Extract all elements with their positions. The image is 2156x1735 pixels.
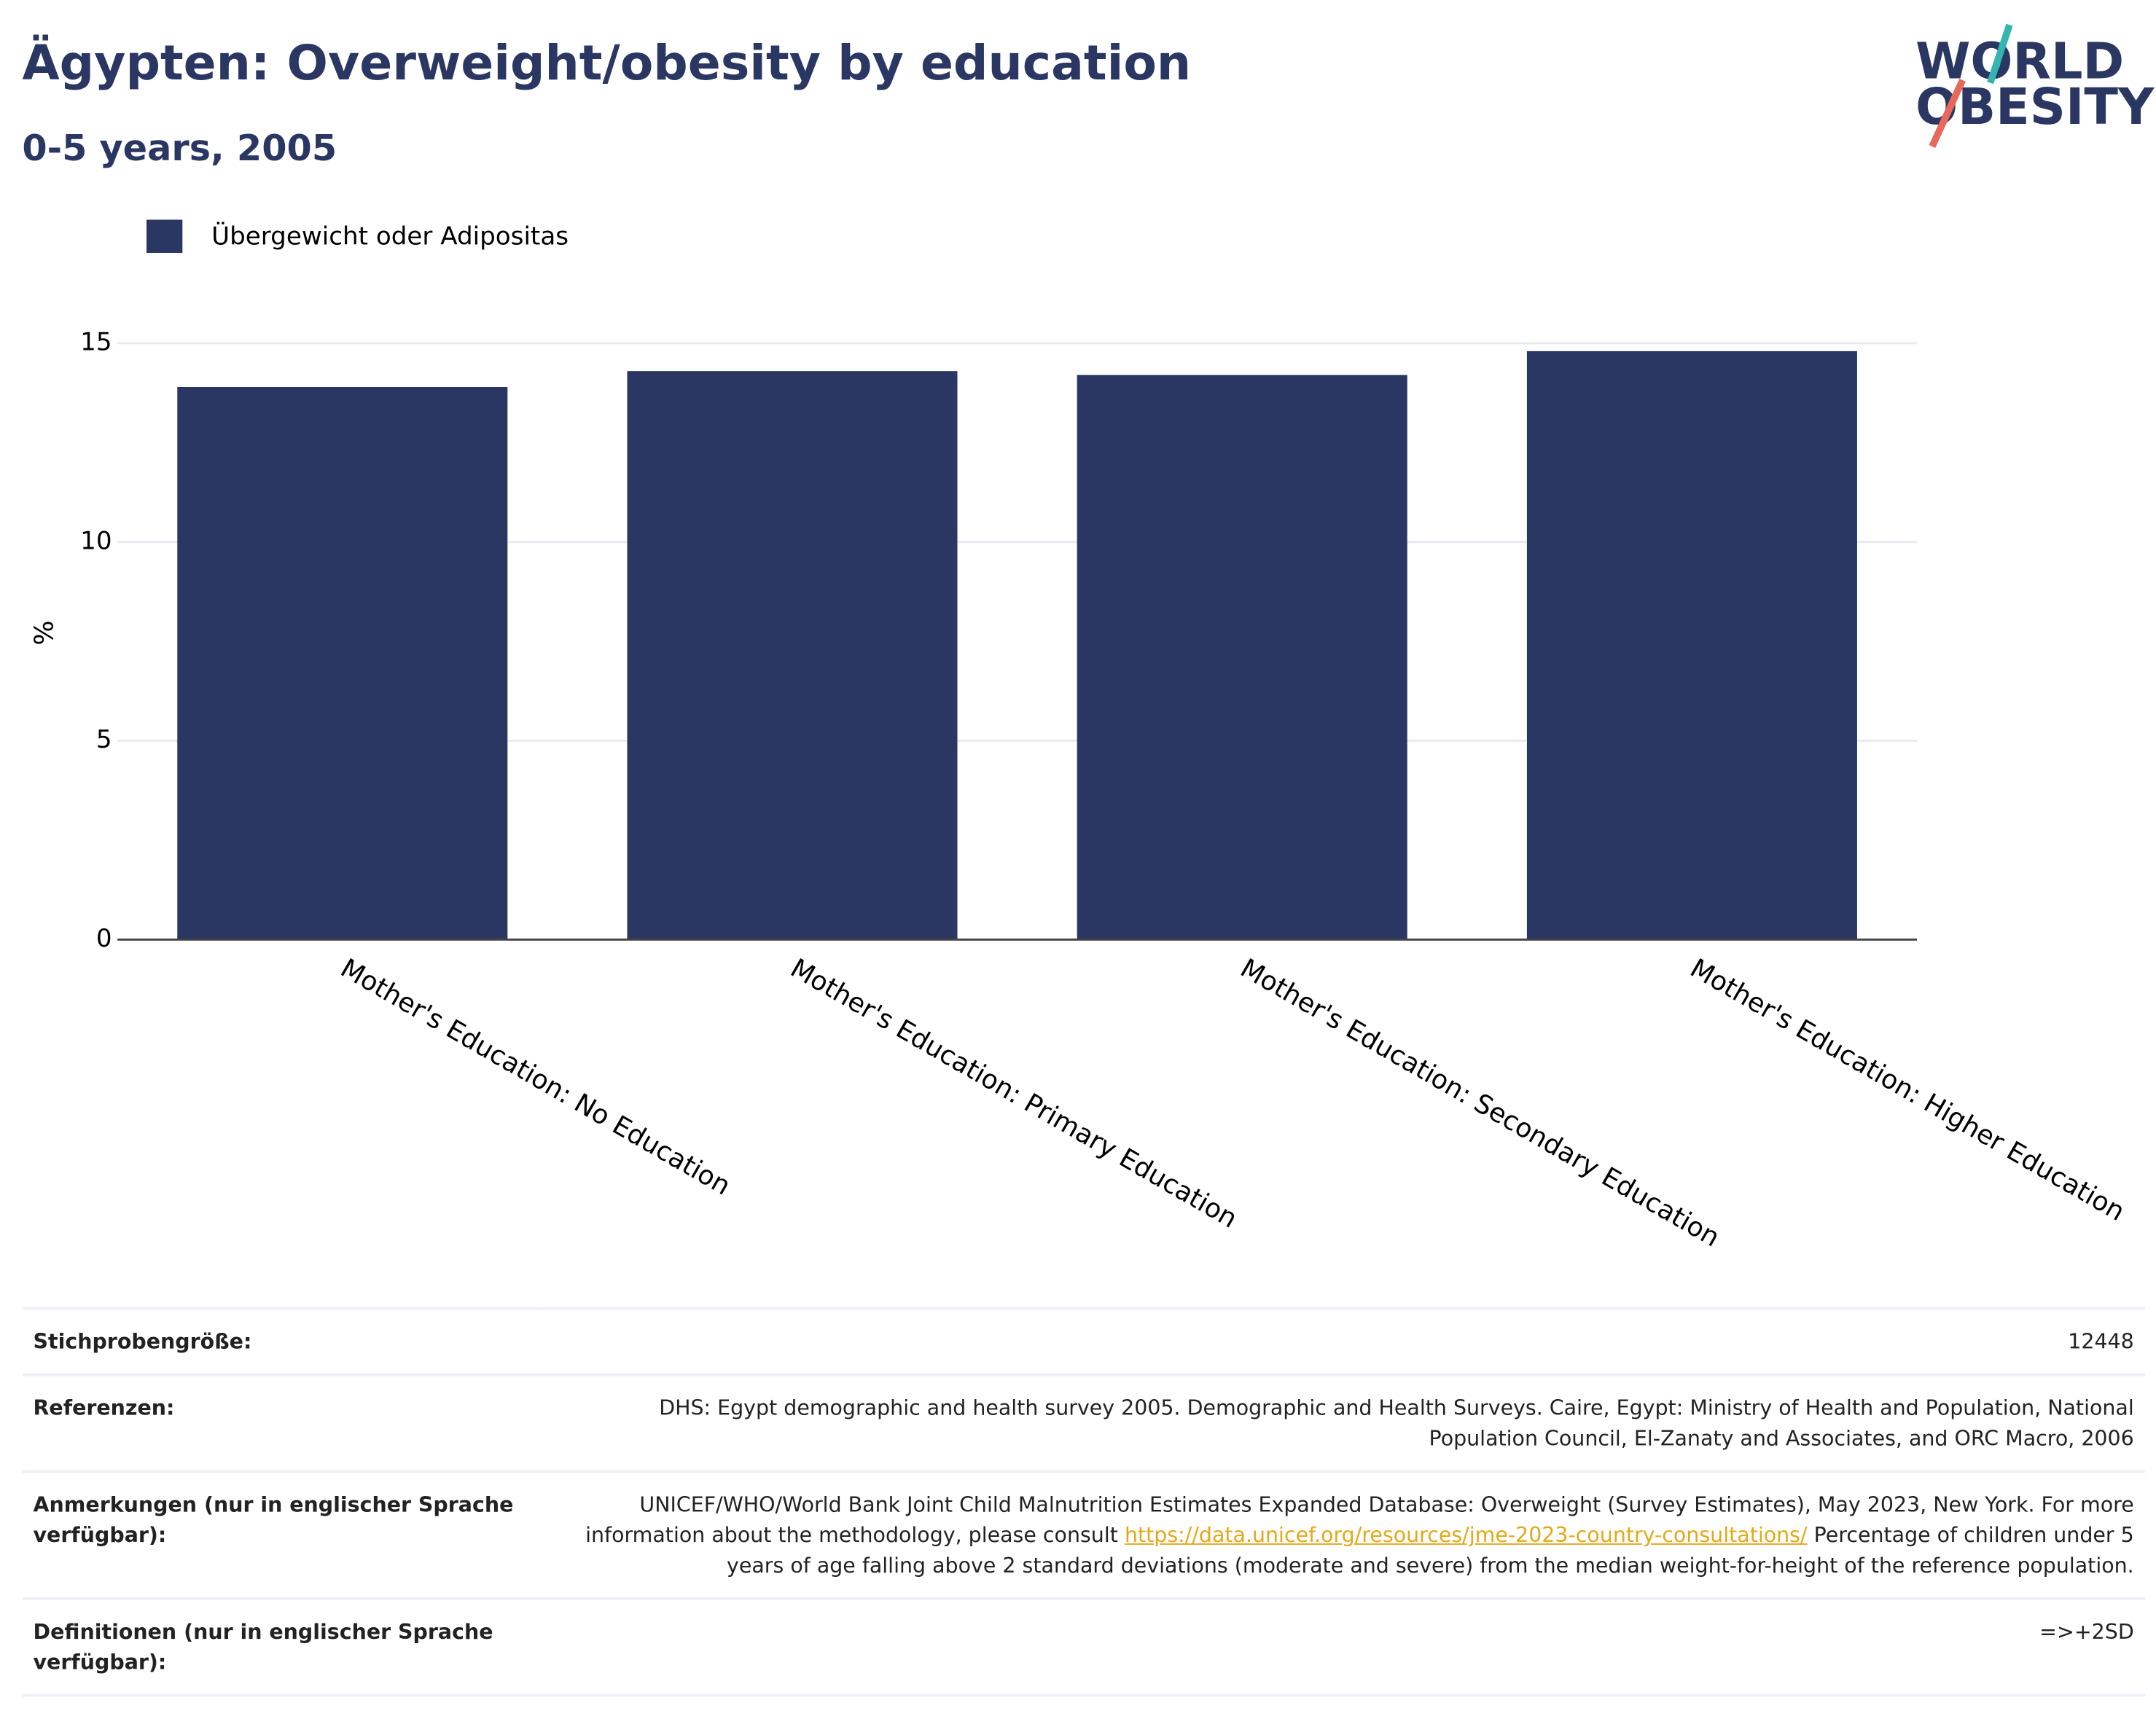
y-tick-label: 5 [96, 725, 112, 754]
bar [627, 371, 958, 940]
y-axis-label: % [30, 620, 60, 645]
row-label: Definitionen (nur in englischer Sprache … [22, 1597, 542, 1697]
link[interactable]: https://data.unicef.org/resources/jme-20… [1124, 1522, 1808, 1548]
table-row: Referenzen: DHS: Egypt demographic and he… [22, 1373, 2145, 1473]
text-span: UNICEF/WHO/World Bank Joint Child Malnut… [585, 1492, 2134, 1548]
x-tick-label: Mother's Education: Primary Education [785, 953, 1242, 1234]
x-tick-label: Mother's Education: No Education [335, 953, 735, 1201]
x-tick-label: Mother's Education: Higher Education [1685, 953, 2130, 1227]
info-table: Stichprobengröße: 12448 Referenzen: DHS: Eg… [22, 1307, 2145, 1697]
legend-swatch [146, 219, 183, 254]
logo-text: WORLD [1915, 34, 2124, 91]
y-tick-label: 10 [80, 526, 112, 555]
row-label: Referenzen: [22, 1373, 542, 1473]
chart-title: Ägypten: Overweight/obesity by education [22, 34, 1191, 91]
bar [1077, 375, 1407, 940]
row-value: =>+2SD [542, 1597, 2145, 1697]
bar [1526, 350, 1857, 940]
y-tick-label: 0 [96, 924, 112, 953]
legend-label: Übergewicht oder Adipositas [211, 222, 569, 251]
table-row: Stichprobengröße: 12448 [22, 1307, 2145, 1376]
chart-subtitle: 0-5 years, 2005 [22, 127, 337, 169]
table-row: Definitionen (nur in englischer Sprache … [22, 1597, 2145, 1697]
table-row: Anmerkungen (nur in englischer Sprache v… [22, 1470, 2145, 1600]
row-label: Anmerkungen (nur in englischer Sprache v… [22, 1470, 542, 1600]
x-tick-label: Mother's Education: Secondary Education [1235, 953, 1725, 1253]
row-value: 12448 [542, 1307, 2145, 1376]
row-value: DHS: Egypt demographic and health survey… [542, 1373, 2145, 1473]
y-tick-label: 15 [80, 327, 112, 356]
chart: Ägypten: Overweight/obesity by education… [22, 23, 2155, 1253]
logo-stroke [1987, 23, 2013, 85]
row-label: Stichprobengröße: [22, 1307, 542, 1376]
text-span: Percentage of children under 5 years of … [727, 1522, 2134, 1578]
bar [177, 387, 508, 940]
row-value: UNICEF/WHO/World Bank Joint Child Malnut… [542, 1470, 2145, 1600]
logo-stroke [1929, 79, 1966, 148]
